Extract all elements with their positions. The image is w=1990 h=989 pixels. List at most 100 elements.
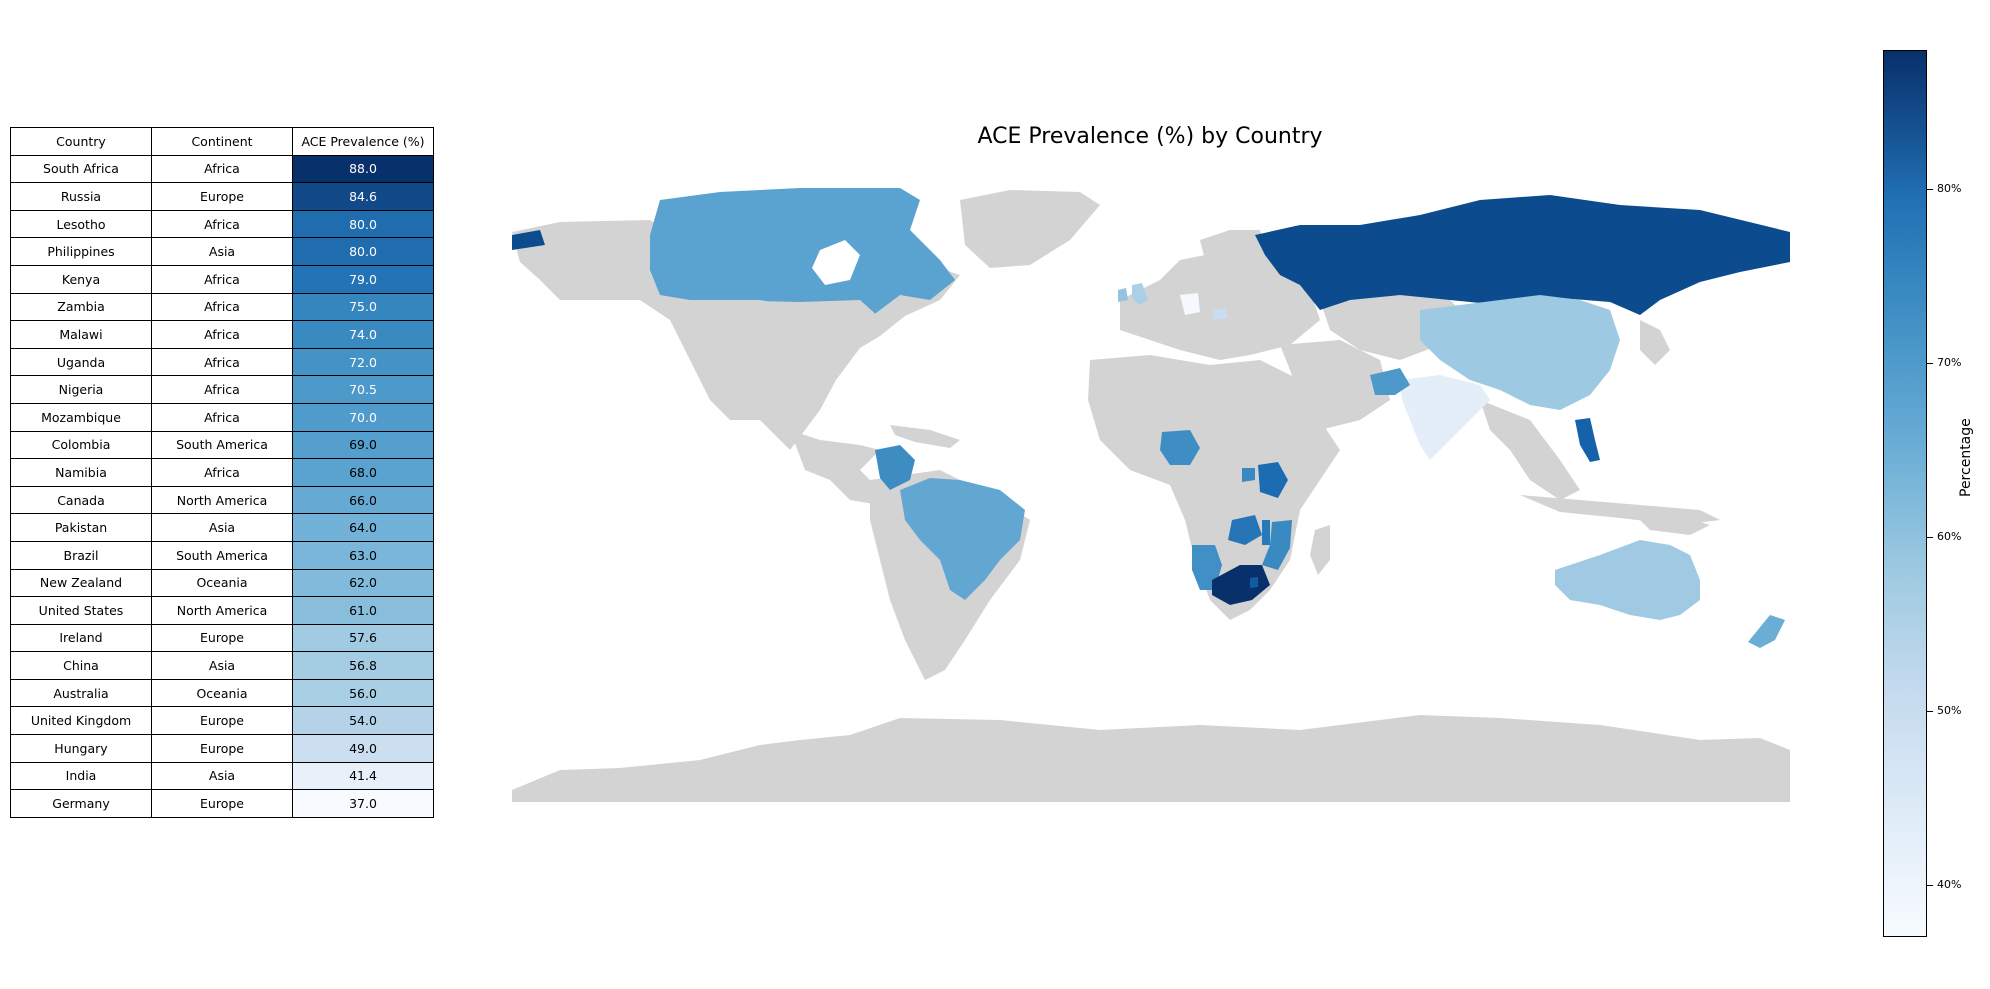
colorbar-tick-label: 40% <box>1937 877 1962 891</box>
table-cell-value: 54.0 <box>292 706 434 736</box>
landmass-caribbean <box>890 425 960 448</box>
chart-title: ACE Prevalence (%) by Country <box>977 124 1323 149</box>
table-cell-country: Germany <box>10 789 152 818</box>
country-nigeria <box>1160 430 1200 465</box>
table-cell-continent: Africa <box>151 320 293 349</box>
country-philippines <box>1575 418 1600 462</box>
landmass-alaska-greenland <box>960 190 1100 268</box>
table-cell-value: 70.5 <box>292 375 434 404</box>
table-row: Namibia Africa 68.0 <box>10 458 434 487</box>
table-cell-country: Lesotho <box>10 209 152 239</box>
table-cell-value: 69.0 <box>292 430 434 460</box>
table-cell-value: 56.8 <box>292 651 434 680</box>
table-cell-continent: Africa <box>151 347 293 377</box>
table-row: United Kingdom Europe 54.0 <box>10 706 434 736</box>
table-row: Nigeria Africa 70.5 <box>10 375 434 404</box>
table-cell-value: 70.0 <box>292 402 434 432</box>
table-row: Philippines Asia 80.0 <box>10 237 434 266</box>
country-uganda <box>1242 468 1255 482</box>
country-brazil <box>900 478 1025 600</box>
table-row: Mozambique Africa 70.0 <box>10 402 434 432</box>
country-united-states <box>705 300 880 420</box>
landmass-scandinavia <box>1200 230 1270 290</box>
colorbar-tick <box>1927 884 1933 886</box>
table-header-cell: Country <box>10 127 152 156</box>
country-russia-east <box>512 230 545 250</box>
country-new-zealand <box>1748 615 1785 648</box>
table-cell-country: China <box>10 651 152 680</box>
country-pakistan <box>1370 368 1410 395</box>
colorbar-tick <box>1927 363 1933 365</box>
table-cell-value: 49.0 <box>292 734 434 763</box>
table-row: Lesotho Africa 80.0 <box>10 209 434 239</box>
table-row: Canada North America 66.0 <box>10 485 434 515</box>
landmass-middle-east <box>1280 340 1390 430</box>
country-malawi <box>1262 520 1270 545</box>
table-cell-country: South Africa <box>10 154 152 184</box>
table-cell-country: New Zealand <box>10 568 152 598</box>
country-china <box>1420 295 1620 410</box>
data-table: Country Continent ACE Prevalence (%) South … <box>10 127 434 818</box>
table-cell-value: 88.0 <box>292 154 434 184</box>
table-cell-value: 74.0 <box>292 320 434 349</box>
table-cell-value: 75.0 <box>292 292 434 322</box>
table-row: Australia Oceania 56.0 <box>10 678 434 708</box>
table-cell-continent: Oceania <box>151 568 293 598</box>
table-row: Russia Europe 84.6 <box>10 182 434 211</box>
table-cell-value: 84.6 <box>292 182 434 211</box>
country-united-kingdom <box>1132 283 1148 305</box>
country-canada <box>650 188 955 330</box>
table-row: New Zealand Oceania 62.0 <box>10 568 434 598</box>
colorbar-tick <box>1927 710 1933 712</box>
landmass-southeast-asia <box>1480 400 1580 500</box>
table-cell-value: 79.0 <box>292 264 434 294</box>
table-cell-continent: North America <box>151 596 293 625</box>
table-cell-continent: Africa <box>151 375 293 404</box>
table-row: Colombia South America 69.0 <box>10 430 434 460</box>
table-cell-continent: Europe <box>151 789 293 818</box>
colorbar-tick <box>1927 189 1933 191</box>
table-header-cell: Continent <box>151 127 293 156</box>
country-mozambique <box>1262 520 1292 570</box>
colorbar <box>1883 50 1927 937</box>
canada-hudson-bay <box>812 240 860 285</box>
table-cell-continent: Oceania <box>151 678 293 708</box>
country-zambia <box>1228 515 1262 545</box>
country-colombia <box>875 445 915 490</box>
table-header-row: Country Continent ACE Prevalence (%) <box>10 127 434 156</box>
table-cell-value: 72.0 <box>292 347 434 377</box>
table-cell-country: Uganda <box>10 347 152 377</box>
table-row: Malawi Africa 74.0 <box>10 320 434 349</box>
country-south-africa <box>1212 565 1270 605</box>
table-cell-value: 63.0 <box>292 540 434 570</box>
table-cell-country: Pakistan <box>10 513 152 542</box>
table-cell-value: 61.0 <box>292 596 434 625</box>
table-row: Germany Europe 37.0 <box>10 789 434 818</box>
colorbar-label: Percentage <box>1958 418 1974 497</box>
country-india <box>1400 375 1490 460</box>
table-cell-value: 80.0 <box>292 209 434 239</box>
table-cell-value: 56.0 <box>292 678 434 708</box>
country-hungary <box>1212 308 1228 320</box>
table-cell-country: Russia <box>10 182 152 211</box>
colorbar-tick-label: 50% <box>1937 703 1962 717</box>
country-ireland <box>1118 288 1128 302</box>
country-germany <box>1180 293 1200 315</box>
table-cell-value: 80.0 <box>292 237 434 266</box>
landmass-europe <box>1120 250 1320 360</box>
colorbar-tick-label: 70% <box>1937 356 1962 370</box>
table-cell-value: 68.0 <box>292 458 434 487</box>
country-kenya <box>1258 462 1288 498</box>
table-cell-continent: Africa <box>151 209 293 239</box>
landmass-antarctica <box>512 715 1790 802</box>
country-lesotho <box>1250 577 1258 588</box>
landmass-japan <box>1640 320 1670 365</box>
colorbar-tick-label: 80% <box>1937 182 1962 196</box>
table-cell-country: Colombia <box>10 430 152 460</box>
colorbar-tick <box>1927 536 1933 538</box>
table-cell-value: 37.0 <box>292 789 434 818</box>
table-row: Zambia Africa 75.0 <box>10 292 434 322</box>
table-row: Hungary Europe 49.0 <box>10 734 434 763</box>
table-cell-value: 62.0 <box>292 568 434 598</box>
